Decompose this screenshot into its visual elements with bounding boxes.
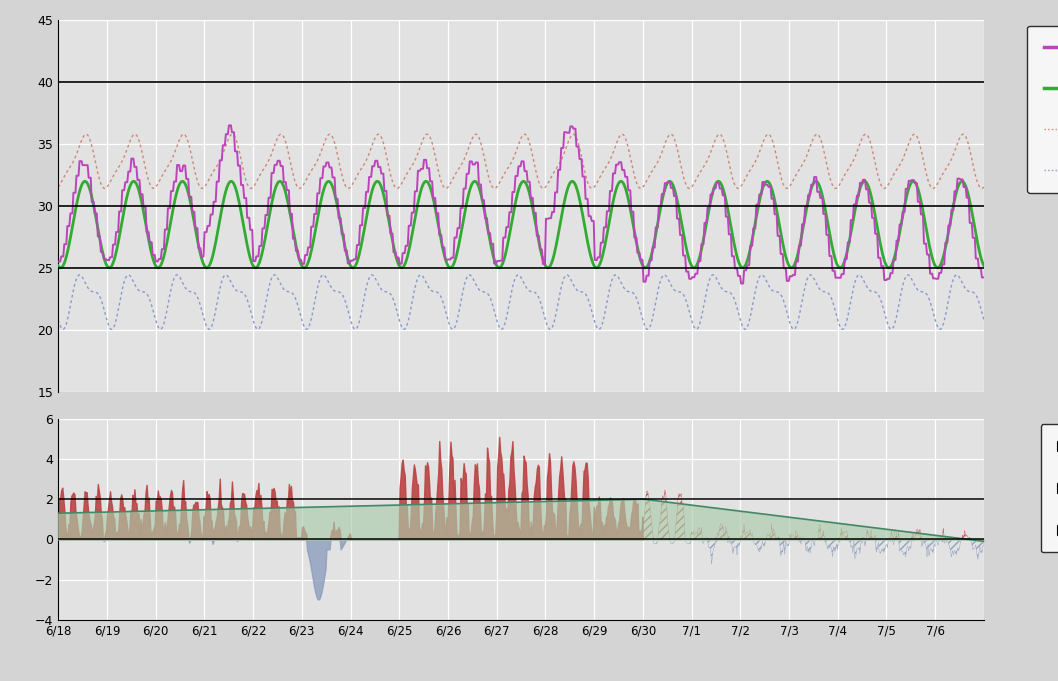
Legend: , , : , , — [1041, 424, 1058, 552]
Legend: , , , : , , , — [1027, 26, 1058, 193]
